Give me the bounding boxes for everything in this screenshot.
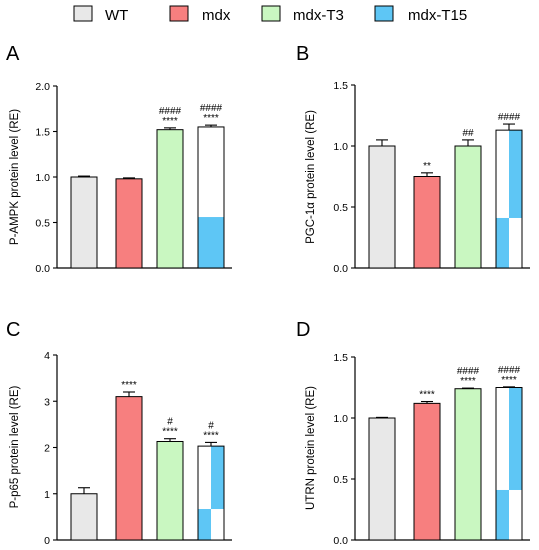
bar-fill-upper — [509, 130, 522, 218]
significance-label: **** — [501, 375, 517, 386]
bar-mdx-t3 — [156, 438, 184, 541]
bar-rect — [70, 493, 98, 541]
panel-c: CP-p65 protein level (RE)01234********#*… — [6, 319, 232, 547]
panel-letter: A — [6, 43, 20, 65]
bar-fill — [198, 217, 224, 268]
bar-mdx-t3 — [156, 127, 184, 269]
bar-rect — [156, 440, 184, 541]
significance-label: **** — [460, 376, 476, 387]
bar-rect — [413, 176, 441, 269]
significance-label: # — [208, 420, 214, 431]
bar-mdx-t3 — [454, 139, 482, 269]
bar-rect — [368, 417, 396, 541]
bar-mdx — [413, 172, 441, 269]
y-tick-label: 4 — [44, 350, 50, 362]
significance-label: #### — [200, 103, 223, 114]
y-tick-label: 1.5 — [333, 80, 348, 92]
panel-letter: B — [296, 43, 309, 65]
bar-rect — [368, 145, 396, 269]
significance-label: #### — [457, 366, 480, 377]
legend-item-mdx: mdx — [169, 5, 231, 24]
y-tick-label: 0.5 — [333, 474, 348, 486]
y-tick-label: 1 — [44, 489, 50, 501]
y-tick-label: 1.5 — [35, 127, 50, 139]
y-tick-label: 0.5 — [35, 218, 50, 230]
significance-label: ** — [423, 161, 431, 172]
bar-fill-upper — [509, 387, 522, 490]
bar-mdx-t15 — [197, 441, 225, 541]
legend-swatch — [73, 5, 93, 22]
significance-label: # — [167, 417, 173, 428]
y-tick-label: 0.0 — [333, 535, 348, 547]
bar-wt — [70, 487, 98, 541]
significance-label: **** — [162, 116, 178, 127]
significance-label: #### — [498, 365, 521, 376]
bar-wt — [70, 175, 98, 269]
bar-wt — [368, 139, 396, 269]
y-tick-label: 0.0 — [35, 263, 50, 275]
legend-item-mdx-t3: mdx-T3 — [261, 5, 344, 24]
bar-mdx-t3 — [454, 387, 482, 541]
bar-mdx — [115, 391, 143, 541]
legend-item-wt: WT — [73, 5, 128, 24]
significance-label: ## — [462, 128, 474, 139]
legend-swatch — [374, 5, 394, 22]
legend-item-mdx-t15: mdx-T15 — [374, 5, 467, 24]
legend-label: mdx — [202, 7, 231, 24]
bar-rect — [115, 396, 143, 541]
bar-rect — [454, 145, 482, 269]
bar-fill-lower — [198, 509, 211, 540]
significance-label: **** — [203, 430, 219, 441]
panel-a: A P-AMPK protein level (RE) 0.0 0.5 1.0 1.5 2.… — [6, 43, 232, 275]
legend-label: WT — [105, 7, 128, 24]
significance-label: **** — [203, 113, 219, 124]
panel-letter: C — [6, 319, 20, 341]
legend-label: mdx-T15 — [408, 7, 467, 24]
bar-rect — [115, 178, 143, 269]
y-axis-label: PGC-1α protein level (RE) — [305, 110, 317, 244]
y-tick-label: 0 — [44, 535, 50, 547]
bar-mdx — [413, 400, 441, 541]
legend-swatch — [169, 5, 189, 22]
bar-wt — [368, 416, 396, 541]
y-axis-label: P-AMPK protein level (RE) — [9, 109, 21, 245]
y-tick-label: 2.0 — [35, 81, 50, 93]
bar-mdx — [115, 177, 143, 269]
bar-mdx-t15 — [495, 386, 523, 541]
significance-label: **** — [162, 427, 178, 438]
bar-mdx-t15 — [495, 123, 523, 269]
legend: WT mdx mdx-T3 mdx-T15 — [73, 5, 467, 24]
bar-fill-lower — [496, 489, 509, 540]
chart-panels: A P-AMPK protein level (RE) 0.0 0.5 1.0 1.5 2.… — [6, 43, 530, 547]
bar-fill-lower — [496, 217, 509, 268]
y-tick-label: 0.0 — [333, 263, 348, 275]
legend-swatch — [261, 5, 281, 22]
bar-rect — [156, 129, 184, 269]
y-tick-label: 1.0 — [333, 413, 348, 425]
y-tick-label: 1.0 — [333, 141, 348, 153]
significance-label: **** — [419, 390, 435, 401]
bar-rect — [70, 176, 98, 269]
y-tick-label: 1.5 — [333, 352, 348, 364]
y-tick-label: 3 — [44, 396, 50, 408]
y-tick-label: 0.5 — [333, 202, 348, 214]
significance-label: #### — [498, 112, 521, 123]
legend-label: mdx-T3 — [293, 7, 344, 24]
y-tick-label: 1.0 — [35, 172, 50, 184]
panel-d: D UTRN protein level (RE) 0.0 0.5 1.0 1.5 ****… — [296, 319, 530, 547]
bar-rect — [413, 402, 441, 541]
bar-fill-upper — [211, 446, 224, 510]
y-axis-label: UTRN protein level (RE) — [305, 386, 317, 510]
bar-rect — [454, 388, 482, 541]
significance-label: **** — [121, 380, 137, 391]
significance-label: #### — [159, 106, 182, 117]
y-tick-label: 2 — [44, 443, 50, 455]
panel-letter: D — [296, 319, 310, 341]
bar-mdx-t15 — [197, 124, 225, 269]
y-axis-label: P-p65 protein level (RE) — [9, 385, 21, 508]
panel-b: B PGC-1α protein level (RE) 0.0 0.5 1.0 1.5 **… — [296, 43, 530, 275]
